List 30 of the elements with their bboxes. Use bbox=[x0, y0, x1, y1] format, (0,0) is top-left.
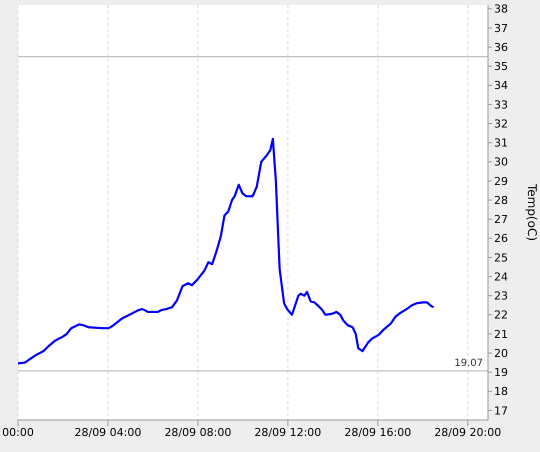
y-tick-label: 21 bbox=[494, 328, 508, 341]
x-tick-label: 28/09 20:00 bbox=[434, 426, 502, 439]
y-tick-label: 36 bbox=[494, 40, 508, 54]
y-tick-label: 22 bbox=[494, 308, 508, 322]
y-tick-label: 24 bbox=[494, 270, 508, 284]
y-tick-label: 17 bbox=[494, 404, 508, 418]
y-tick-label: 29 bbox=[494, 174, 508, 188]
x-tick-label: 28/09 12:00 bbox=[254, 426, 322, 439]
y-tick-label: 18 bbox=[494, 385, 508, 398]
y-tick-label: 19 bbox=[494, 366, 508, 380]
y-tick-label: 31 bbox=[494, 136, 508, 150]
x-tick-label: 00:00 bbox=[2, 426, 34, 439]
y-tick-label: 34 bbox=[494, 79, 508, 92]
y-axis-title: Temp(oC) bbox=[524, 182, 539, 242]
y-tick-label: 38 bbox=[494, 2, 508, 16]
y-tick-label: 20 bbox=[494, 346, 508, 360]
y-tick-label: 23 bbox=[494, 290, 508, 303]
ref-line-label: 19.07 bbox=[454, 358, 483, 369]
y-tick-label: 32 bbox=[494, 117, 508, 130]
y-tick-label: 37 bbox=[494, 22, 508, 35]
x-tick-label: 28/09 04:00 bbox=[74, 426, 142, 439]
x-tick-label: 28/09 08:00 bbox=[164, 426, 232, 439]
y-tick-label: 27 bbox=[494, 213, 508, 226]
x-tick-label: 28/09 16:00 bbox=[344, 426, 412, 439]
y-tick-label: 35 bbox=[494, 60, 508, 74]
y-tick-label: 26 bbox=[494, 232, 508, 246]
y-tick-label: 30 bbox=[494, 156, 508, 169]
y-tick-label: 25 bbox=[494, 251, 508, 264]
y-tick-label: 33 bbox=[494, 98, 508, 112]
y-tick-label: 28 bbox=[494, 194, 508, 207]
